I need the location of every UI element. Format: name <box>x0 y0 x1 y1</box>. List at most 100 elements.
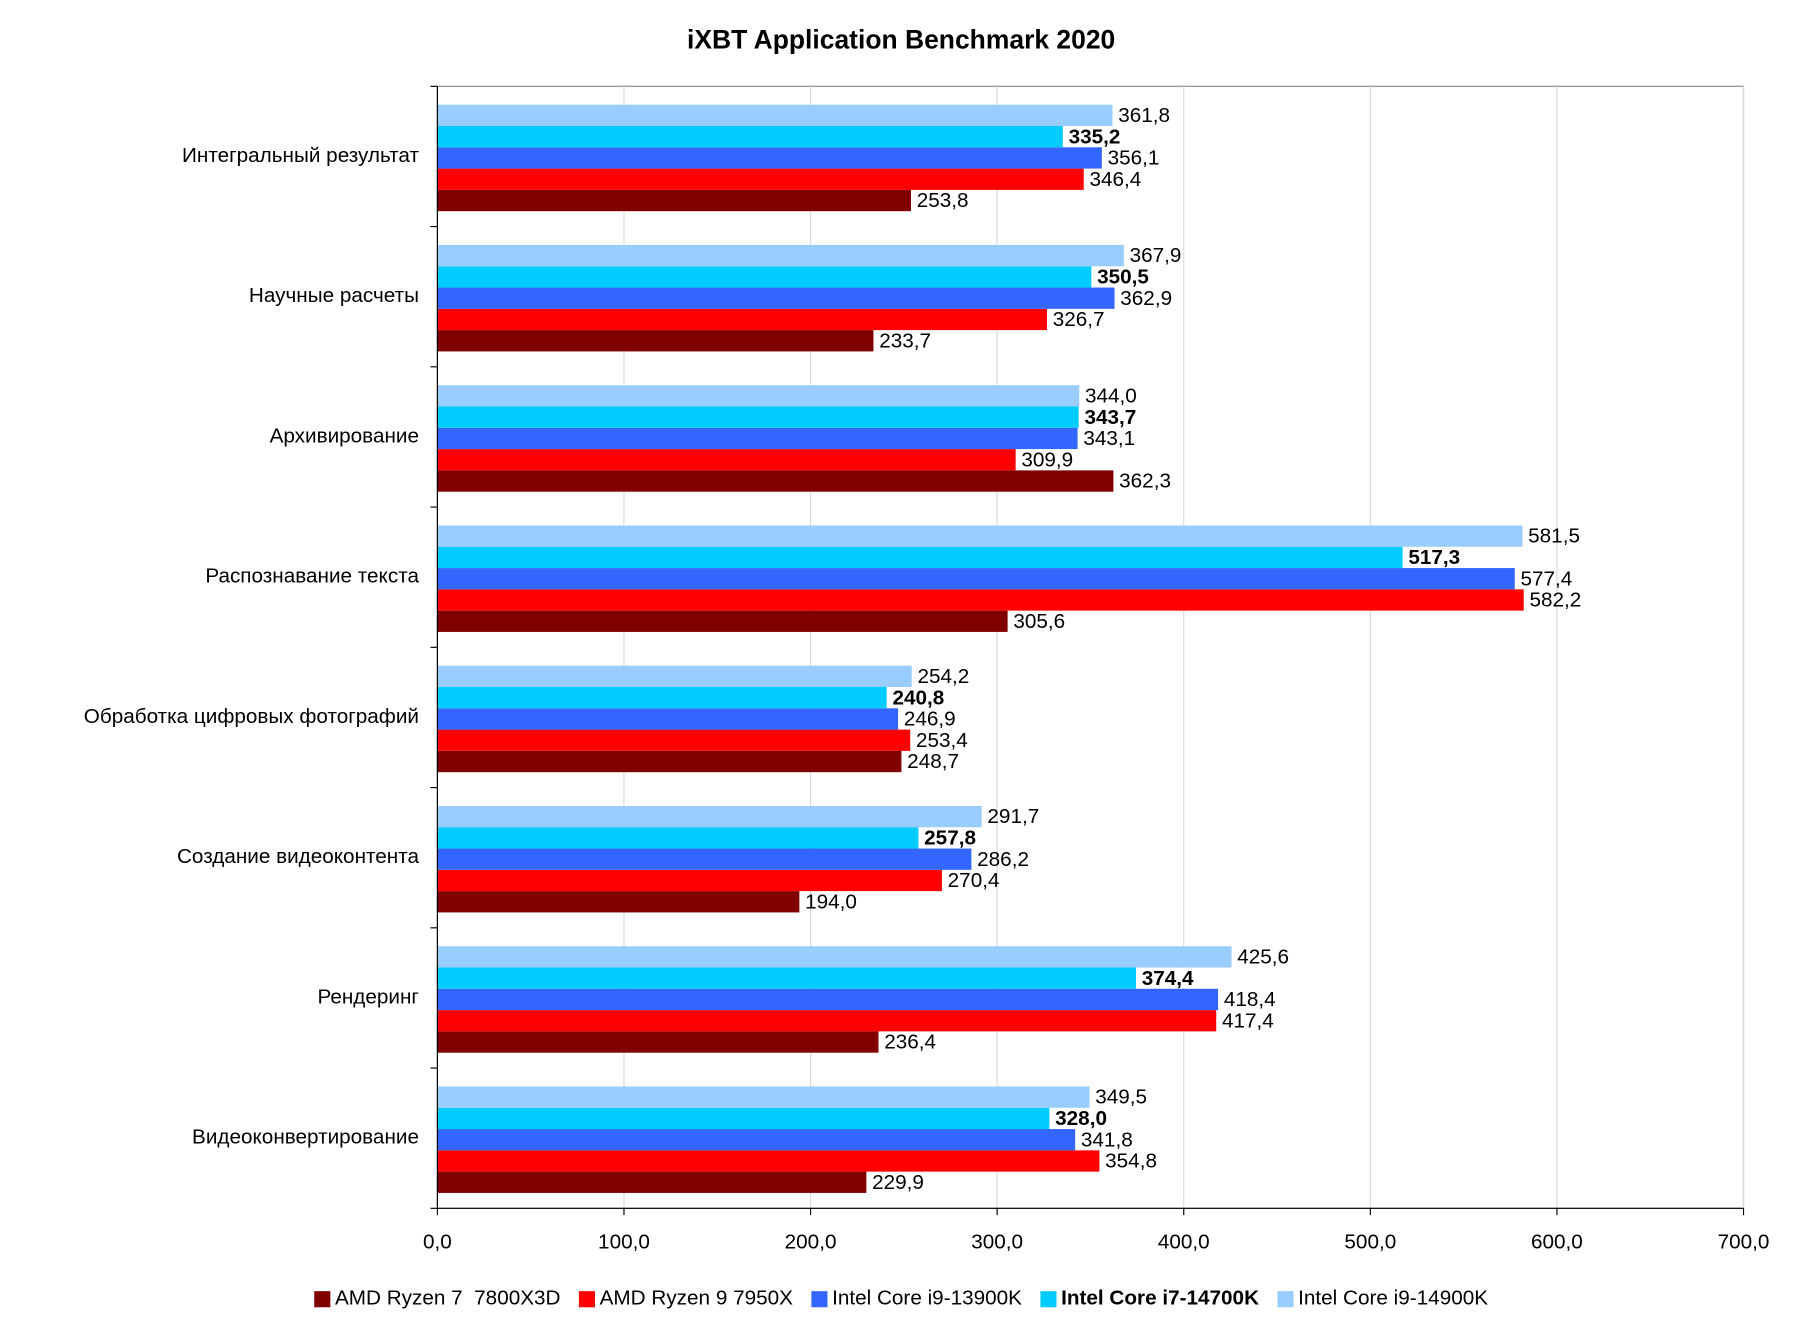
bar <box>437 1031 879 1053</box>
bar <box>437 385 1080 407</box>
y-tick-label: Научные расчеты <box>249 284 419 307</box>
value-label: 349,5 <box>1095 1086 1147 1109</box>
y-tick-label: Распознавание текста <box>205 565 419 588</box>
value-label: 233,7 <box>879 329 931 352</box>
y-tick-label: Интегральный результат <box>182 144 419 167</box>
value-label: 253,4 <box>916 729 968 752</box>
legend-label: Intel Core i9-14900K <box>1298 1287 1488 1310</box>
value-label: 354,8 <box>1105 1150 1157 1173</box>
value-label: 194,0 <box>805 890 857 913</box>
legend-swatch <box>811 1291 828 1308</box>
value-label: 335,2 <box>1069 125 1121 148</box>
value-label: 236,4 <box>884 1031 936 1054</box>
value-label: 253,8 <box>917 189 969 212</box>
bar <box>437 568 1515 590</box>
x-tick-label: 300,0 <box>971 1230 1023 1253</box>
bar <box>437 244 1124 267</box>
bar <box>437 470 1114 492</box>
bar <box>437 126 1063 148</box>
value-label: 517,3 <box>1408 546 1460 569</box>
bar <box>437 449 1016 471</box>
bar <box>437 147 1102 169</box>
bar <box>437 1129 1076 1151</box>
value-label: 270,4 <box>948 869 1000 892</box>
bar <box>437 848 972 870</box>
bar <box>437 266 1092 288</box>
value-label: 257,8 <box>924 827 976 850</box>
value-label-bg <box>1404 547 1472 567</box>
value-label: 374,4 <box>1142 967 1194 990</box>
bar <box>437 168 1084 190</box>
value-label: 254,2 <box>917 665 969 688</box>
bar <box>437 1010 1217 1032</box>
value-label: 362,9 <box>1120 287 1172 310</box>
legend-label: AMD Ryzen 9 7950X <box>600 1287 794 1310</box>
bar <box>437 750 902 773</box>
bar <box>437 1150 1100 1172</box>
value-label: 582,2 <box>1529 589 1581 612</box>
bar <box>437 946 1232 968</box>
value-label-bg <box>1081 407 1148 427</box>
value-label: 309,9 <box>1021 448 1073 471</box>
bar <box>437 729 911 751</box>
x-tick-label: 0,0 <box>423 1230 452 1253</box>
legend-label: Intel Core i9-13900K <box>832 1287 1022 1310</box>
value-label-bg <box>1051 1108 1119 1128</box>
bar <box>437 665 912 688</box>
bar <box>437 869 942 892</box>
bar <box>437 708 899 730</box>
value-label-bg <box>1093 267 1161 287</box>
value-label: 286,2 <box>977 848 1029 871</box>
value-label: 577,4 <box>1521 567 1573 590</box>
x-tick-label: 700,0 <box>1718 1230 1770 1253</box>
bar <box>437 308 1047 331</box>
legend-swatch <box>578 1291 596 1308</box>
value-label: 350,5 <box>1097 266 1149 289</box>
value-label: 343,7 <box>1084 406 1136 429</box>
value-label: 326,7 <box>1053 308 1105 331</box>
y-tick-label: Создание видеоконтента <box>177 845 419 868</box>
value-label: 328,0 <box>1055 1107 1107 1130</box>
value-label: 418,4 <box>1224 988 1276 1011</box>
bar <box>437 610 1008 632</box>
bar <box>437 330 874 352</box>
value-label: 341,8 <box>1081 1128 1133 1151</box>
value-label: 367,9 <box>1130 244 1182 267</box>
bar <box>437 546 1403 569</box>
x-tick-label: 400,0 <box>1158 1230 1210 1253</box>
legend-label: AMD Ryzen 7 7800X3D <box>335 1287 561 1310</box>
bar <box>437 589 1524 611</box>
y-tick-label: Архивирование <box>270 424 419 447</box>
x-tick-label: 600,0 <box>1531 1230 1583 1253</box>
value-label: 356,1 <box>1108 147 1160 170</box>
x-tick-label: 500,0 <box>1344 1230 1396 1253</box>
chart-title: iXBT Application Benchmark 2020 <box>687 24 1115 54</box>
bar <box>437 805 982 828</box>
bar <box>437 427 1078 450</box>
bar <box>437 1107 1050 1130</box>
bar <box>437 406 1079 428</box>
bar <box>437 827 919 849</box>
value-label: 344,0 <box>1085 384 1137 407</box>
value-label: 246,9 <box>904 708 956 731</box>
value-label: 361,8 <box>1118 104 1170 127</box>
bar <box>437 988 1219 1011</box>
value-label-bg <box>1065 127 1132 147</box>
value-label: 229,9 <box>872 1171 924 1194</box>
value-label: 305,6 <box>1013 610 1065 633</box>
value-label: 362,3 <box>1119 470 1171 493</box>
value-label: 346,4 <box>1089 168 1141 191</box>
value-label: 248,7 <box>907 750 959 773</box>
bar <box>437 1086 1090 1108</box>
bar <box>437 891 800 913</box>
value-label: 291,7 <box>987 805 1039 828</box>
value-label: 343,1 <box>1083 427 1135 450</box>
bar <box>437 189 911 212</box>
value-label: 417,4 <box>1222 1009 1274 1032</box>
value-label: 240,8 <box>892 686 944 709</box>
y-tick-label: Обработка цифровых фотографий <box>84 705 419 728</box>
bar <box>437 525 1523 547</box>
value-label: 581,5 <box>1528 525 1580 548</box>
